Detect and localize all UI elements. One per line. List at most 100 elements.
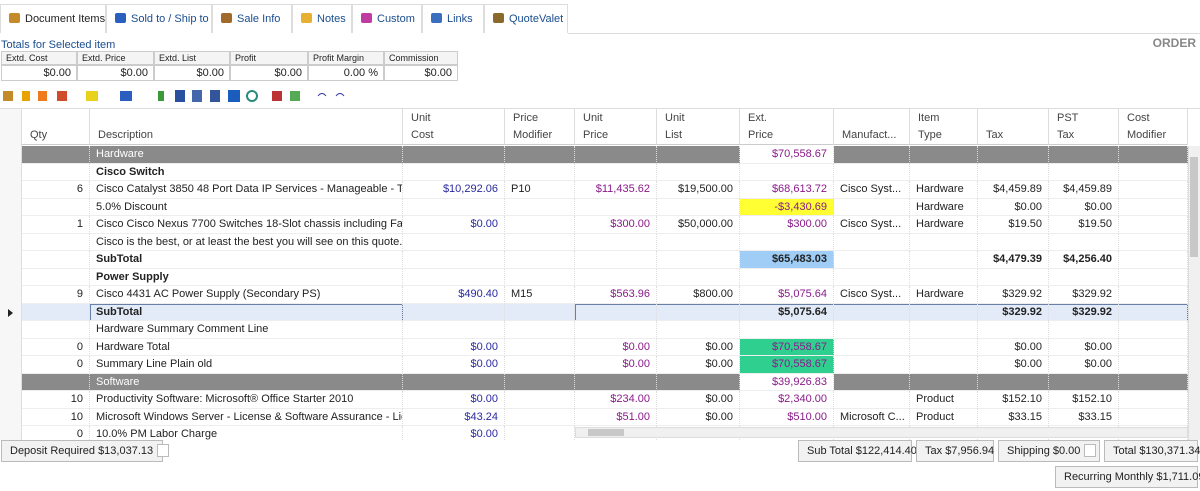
tab[interactable]: Sale Info [212,4,292,33]
grid-cell: 9 [22,286,90,304]
grid-cell [1119,286,1188,304]
toolbar-icons [3,90,345,102]
tab[interactable]: Custom [352,4,422,33]
tab[interactable]: Links [422,4,484,33]
grid-cell [1119,216,1188,234]
grid-cell: Cisco Cisco Nexus 7700 Switches 18-Slot … [90,216,403,234]
grid-cell: 10 [22,408,90,426]
column-header-line: Unit [665,112,685,124]
column-header-line: Cost [411,129,434,141]
column-header-line: Price [583,129,609,141]
grid-cell [575,268,657,286]
footer-button[interactable]: Total $130,371.34 [1104,440,1200,462]
footer-label: Tax [925,445,943,457]
grid-cell [1119,338,1188,356]
grid-cell: Hardware [910,286,978,304]
footer-button[interactable]: Recurring Monthly $1,711.09 [1055,466,1200,488]
grid-cell [1049,373,1119,391]
row-header-column [0,109,22,440]
grid-cell [834,391,910,409]
grid-cell [505,251,575,269]
grid-cell [22,198,90,216]
grid-cell: Hardware [90,146,403,164]
tab-icon [493,13,504,23]
grid-cell [403,303,505,321]
grid-cell [978,163,1049,181]
column-header-line: Item [918,112,940,124]
tab[interactable]: Notes [292,4,352,33]
grid-cell: 10 [22,391,90,409]
grid-cell: -$3,430.69 [740,198,834,216]
grid-cell [1119,163,1188,181]
footer-button[interactable]: Tax $7,956.94 [916,440,994,462]
grid-cell [22,251,90,269]
grid-cell [1119,198,1188,216]
column-header-line: Ext. [748,112,767,124]
tab-icon [301,13,312,23]
edit-box[interactable] [1084,444,1097,457]
grid-cell: Cisco Catalyst 3850 48 Port Data IP Serv… [90,181,403,199]
grid-cell [505,426,575,440]
grid-cell [1119,303,1188,321]
grid-cell: $65,483.03 [740,251,834,269]
tab[interactable]: Document Items [0,4,106,33]
column-header-line: Unit [411,112,431,124]
footer-button[interactable]: Deposit Required $13,037.13 [1,440,170,462]
tab[interactable]: Sold to / Ship to [106,4,212,33]
footer-button[interactable]: Sub Total $122,414.40 [798,440,917,462]
row [22,391,1188,409]
footer-button[interactable]: Shipping $0.00 [998,440,1100,462]
tab-icon [431,13,442,23]
grid-cell [22,373,90,391]
grid-cell [978,373,1049,391]
edit-box[interactable] [157,444,170,457]
row [22,356,1188,374]
column-header-line: Modifier [513,129,553,141]
grid-cell [910,233,978,251]
grid-cell: $0.00 [657,356,740,374]
grid-cell: $300.00 [740,216,834,234]
grid-cell [657,303,740,321]
tab-line [568,33,1200,34]
tab-icon [361,13,372,23]
totals-header: Profit [230,51,308,65]
column-header-line: Price [513,112,539,124]
grid-cell: 10.0% PM Labor Charge [90,426,403,440]
row [22,321,1188,339]
column-header: Description [90,109,403,145]
grid-cell: $152.10 [1049,391,1119,409]
grid-cell [978,233,1049,251]
grid-cell: $510.00 [740,408,834,426]
grid-cell: Hardware [910,181,978,199]
totals-value: $0.00 [154,65,230,81]
tab-label: Document Items [25,13,106,25]
grid-cell [575,303,657,321]
grid-cell [403,373,505,391]
grid-cell [657,251,740,269]
column-header: Unit List [657,109,740,145]
row [22,181,1188,199]
totals-header: Commission [384,51,458,65]
grid-cell [22,303,90,321]
footer-value: $122,414.40 [855,445,917,457]
grid-cell: $0.00 [403,391,505,409]
grid-cell: $4,459.89 [1049,181,1119,199]
grid-cell [1119,321,1188,339]
grid-cell: Hardware Total [90,338,403,356]
grid-cell: $39,926.83 [740,373,834,391]
column-header-line: Tax [986,129,1004,141]
grid-cell: $68,613.72 [740,181,834,199]
row-pointer [8,308,13,317]
grid-cell [834,338,910,356]
column-header-line: Qty [30,129,48,141]
grid-cell: $70,558.67 [740,356,834,374]
grid-cell [740,163,834,181]
grid-cell: Cisco Syst... [834,286,910,304]
row [22,163,1188,181]
column-header: Unit Price [575,109,657,145]
tab[interactable]: QuoteValet [484,4,568,33]
grid-cell [575,146,657,164]
grid-cell [403,233,505,251]
grid-cell [910,321,978,339]
column-header-line: Type [918,129,942,141]
